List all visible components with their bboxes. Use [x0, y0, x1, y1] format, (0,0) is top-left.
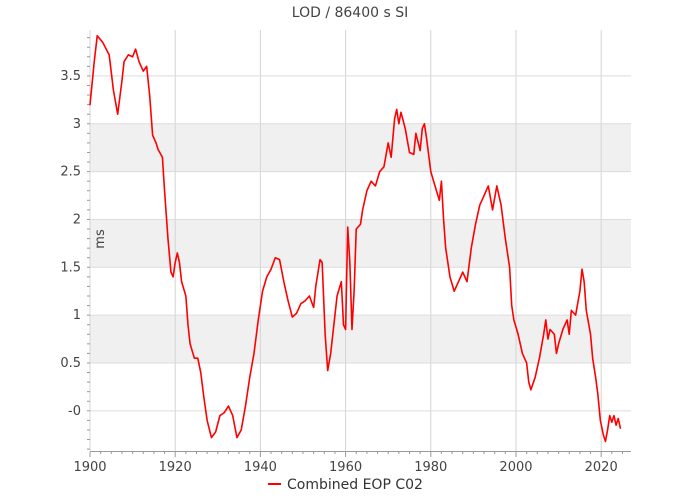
x-tick-labels: 1900 1920 1940 1960 1980 2000 2020	[73, 460, 617, 475]
plot-background-bands	[90, 123, 631, 363]
x-tick-label: 1980	[414, 460, 447, 475]
legend[interactable]: Combined EOP C02	[268, 477, 423, 493]
x-tick-label: 1940	[244, 460, 277, 475]
series-line-combined-eop-c02	[89, 34, 622, 443]
y-tick-label: 2	[73, 212, 81, 227]
x-tick-label: 1900	[73, 460, 106, 475]
y-tick-label: 2.5	[60, 165, 81, 180]
y-axis-title: ms	[93, 229, 108, 249]
vertical-gridlines	[89, 30, 602, 451]
y-tick-label: -0	[68, 404, 81, 419]
background-band	[90, 315, 631, 363]
background-band	[90, 123, 631, 172]
y-tick-label: 0.5	[60, 356, 81, 371]
y-tick-label: 3.5	[60, 69, 81, 84]
y-tick-label: 1	[73, 308, 81, 323]
y-tick-label: 3	[73, 117, 81, 132]
y-tick-label: 1.5	[60, 260, 81, 275]
legend-label: Combined EOP C02	[287, 477, 423, 493]
x-tick-label: 1960	[329, 460, 362, 475]
y-tick-labels: -0 0.5 1 1.5 2 2.5 3 3.5	[60, 69, 81, 419]
minor-ticks	[87, 37, 623, 457]
chart-title: LOD / 86400 s SI	[292, 5, 408, 21]
x-tick-label: 2000	[499, 460, 532, 475]
background-band	[90, 219, 631, 268]
series-group	[89, 34, 622, 443]
x-tick-label: 2020	[585, 460, 618, 475]
x-tick-label: 1920	[159, 460, 192, 475]
